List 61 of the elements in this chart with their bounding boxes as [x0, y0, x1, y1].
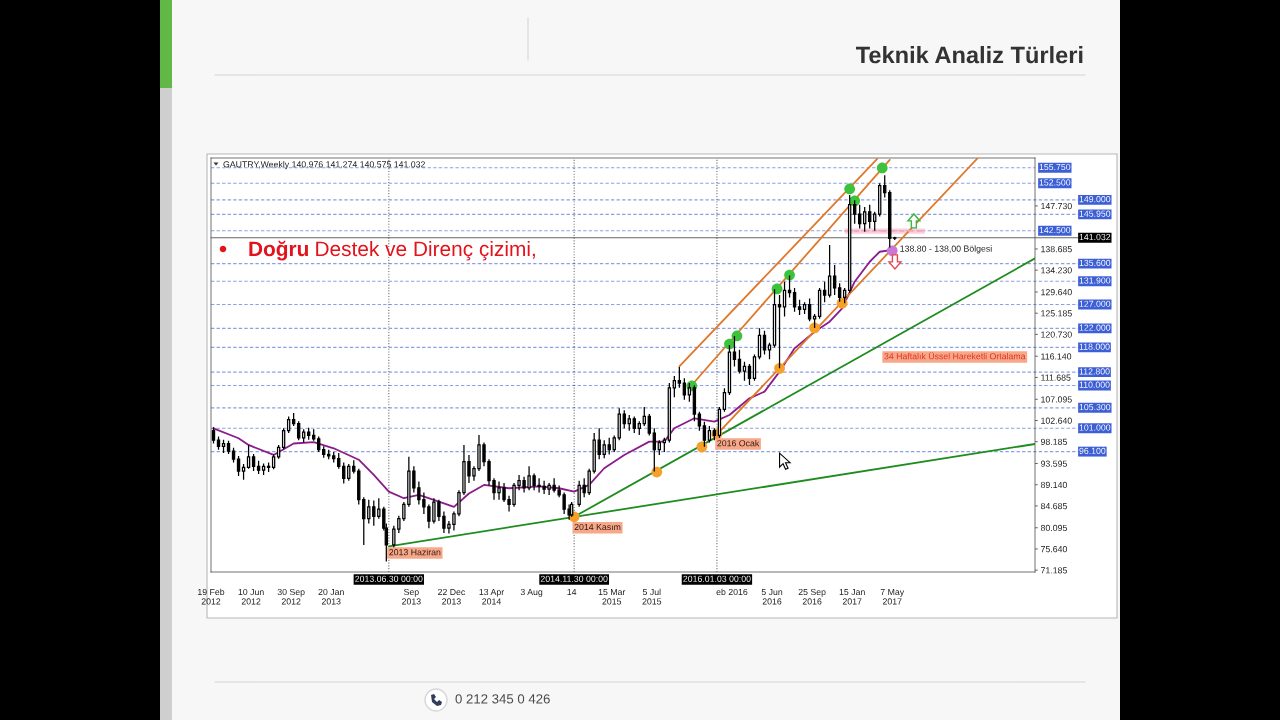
x-tick-label: 7 May 2017 — [880, 588, 905, 605]
ref-line-label: 141.032 — [1079, 233, 1111, 241]
y-tick-label: 93.595 — [1040, 460, 1067, 467]
y-tick-label: 107.095 — [1041, 396, 1072, 403]
x-tick-label: 5 Jun 2016 — [761, 588, 783, 605]
x-tick-label: 25 Sep 2016 — [798, 588, 826, 605]
x-tick-label: 15 Jan 2017 — [839, 588, 865, 605]
y-tick-label: 120.730 — [1041, 331, 1072, 338]
ref-line-label: 127.000 — [1079, 300, 1111, 307]
text: Doğru Destek ve Direnç çizimi, — [249, 240, 535, 261]
ref-line-label: 131.900 — [1079, 277, 1111, 284]
annotation: GAUTRY,Weekly 140.976 141.274 140.575 141.032 — [223, 161, 425, 170]
ref-line-label: 135.600 — [1079, 259, 1111, 266]
y-tick-label: 75.640 — [1041, 546, 1067, 553]
y-tick-label: 129.640 — [1041, 289, 1072, 296]
text: 0 212 345 0 426 — [455, 694, 550, 704]
x-tick-label: 13 Apr 2014 — [479, 588, 505, 605]
ref-line-label: 145.950 — [1079, 210, 1111, 217]
ref-line-label: 118.000 — [1079, 343, 1110, 350]
x-tick-label: 5 Jul 2015 — [642, 588, 662, 605]
y-tick-label: 102.640 — [1041, 417, 1072, 424]
ref-line-label: 152.500 — [1039, 179, 1071, 186]
y-tick-label: 134.230 — [1041, 267, 1072, 274]
annotation: 138.80 - 138,00 Bölgesi — [900, 245, 992, 254]
x-tick-label: 20 Jan 2013 — [318, 588, 344, 605]
ref-line-label: 149.000 — [1079, 196, 1111, 203]
x-tick-label: 15 Mar 2015 — [598, 588, 626, 605]
y-tick-label: 71.185 — [1041, 567, 1067, 574]
y-tick-label: 98.185 — [1040, 438, 1067, 445]
y-tick-label: 111.685 — [1041, 374, 1071, 381]
annotation: 34 Haftalık Üssel Hareketli Ortalama — [884, 351, 1026, 360]
ref-line-label: 155.750 — [1039, 163, 1071, 171]
y-tick-label: 125.185 — [1041, 310, 1072, 317]
chart-title: Teknik Analiz Türleri — [855, 46, 1083, 64]
ref-line-label: 122.000 — [1079, 324, 1111, 331]
x-tick-label: 3 Aug — [520, 588, 543, 597]
ref-line-label: 2014.11.30 00:00 — [540, 575, 608, 582]
ref-line-label: 96.100 — [1079, 447, 1106, 454]
ref-line-label: 2013.06.30 00:00 — [355, 575, 423, 582]
y-tick-label: 116.140 — [1041, 353, 1072, 360]
x-tick-label: Sep 2013 — [402, 588, 421, 605]
y-tick-label: 147.730 — [1041, 202, 1072, 210]
ref-line-label: 112.800 — [1079, 368, 1110, 375]
y-tick-label: 138.685 — [1041, 246, 1072, 253]
annotation: 2016 Ocak — [717, 439, 760, 447]
ref-line-label: 105.300 — [1079, 403, 1111, 411]
y-tick-label: 84.685 — [1040, 502, 1067, 510]
ref-line-label: 142.500 — [1039, 226, 1071, 234]
y-tick-label: 80.095 — [1040, 524, 1067, 532]
x-tick-label: 22 Dec 2013 — [438, 588, 466, 605]
annotation: 2013 Haziran — [389, 548, 441, 556]
x-tick-label: 19 Feb 2012 — [198, 588, 225, 605]
ref-line-label: 2016.01.03 00:00 — [683, 575, 751, 582]
ref-line-label: 101.000 — [1079, 424, 1111, 431]
y-tick-label: 89.140 — [1040, 481, 1067, 488]
ref-line-label: 110.000 — [1079, 381, 1110, 388]
x-tick-label: eb 2016 — [716, 588, 748, 596]
annotation: 2014 Kasım — [574, 523, 621, 531]
x-tick-label: 10 Jun 2012 — [238, 588, 264, 605]
x-tick-label: 14 — [567, 588, 577, 596]
x-tick-label: 30 Sep 2012 — [277, 588, 305, 605]
